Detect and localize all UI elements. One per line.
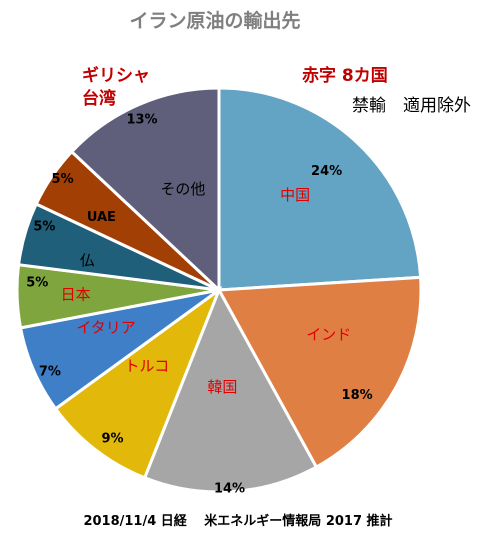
annotation-embargo-exempt: 禁輸 適用除外 [352,96,471,116]
pie-slice-name: 日本 [61,286,91,304]
pie-slice-percent: 9% [101,431,123,446]
pie-slices [15,86,423,494]
pie-slice-name: イタリア [76,319,135,337]
annotation-exempt-count: 赤字 8カ国 [302,65,388,86]
pie-slice-name: 韓国 [207,378,237,396]
pie-slice-name: 仏 [80,252,95,270]
pie-slice-percent: 13% [126,113,157,128]
pie-slice-name: トルコ [125,357,170,375]
pie-slice-percent: 18% [342,388,373,403]
pie-slice [142,286,319,494]
pie-slice-name: 中国 [280,186,310,204]
footer-source: 2018/11/4 日経 米エネルギー情報局 2017 推計 [83,513,392,529]
pie-slice-percent: 5% [26,276,48,291]
pie-slice-percent: 14% [214,481,245,496]
annotation-greece: ギリシャ [82,66,150,86]
pie-slice [69,86,221,294]
pie-slice-name: インド [306,325,351,343]
pie-slice-percent: 24% [311,164,342,179]
pie-slice-name: UAE [87,210,116,225]
pie-slice [216,275,423,470]
pie-slice-name: その他 [160,180,205,198]
annotation-taiwan: 台湾 [82,88,116,109]
chart-title: イラン原油の輸出先 [129,9,300,32]
pie-slice [53,285,223,480]
pie-slice-percent: 5% [52,172,74,187]
pie-slice-percent: 7% [39,365,61,380]
pie-slice [217,86,423,292]
pie-slice-percent: 5% [33,219,55,234]
